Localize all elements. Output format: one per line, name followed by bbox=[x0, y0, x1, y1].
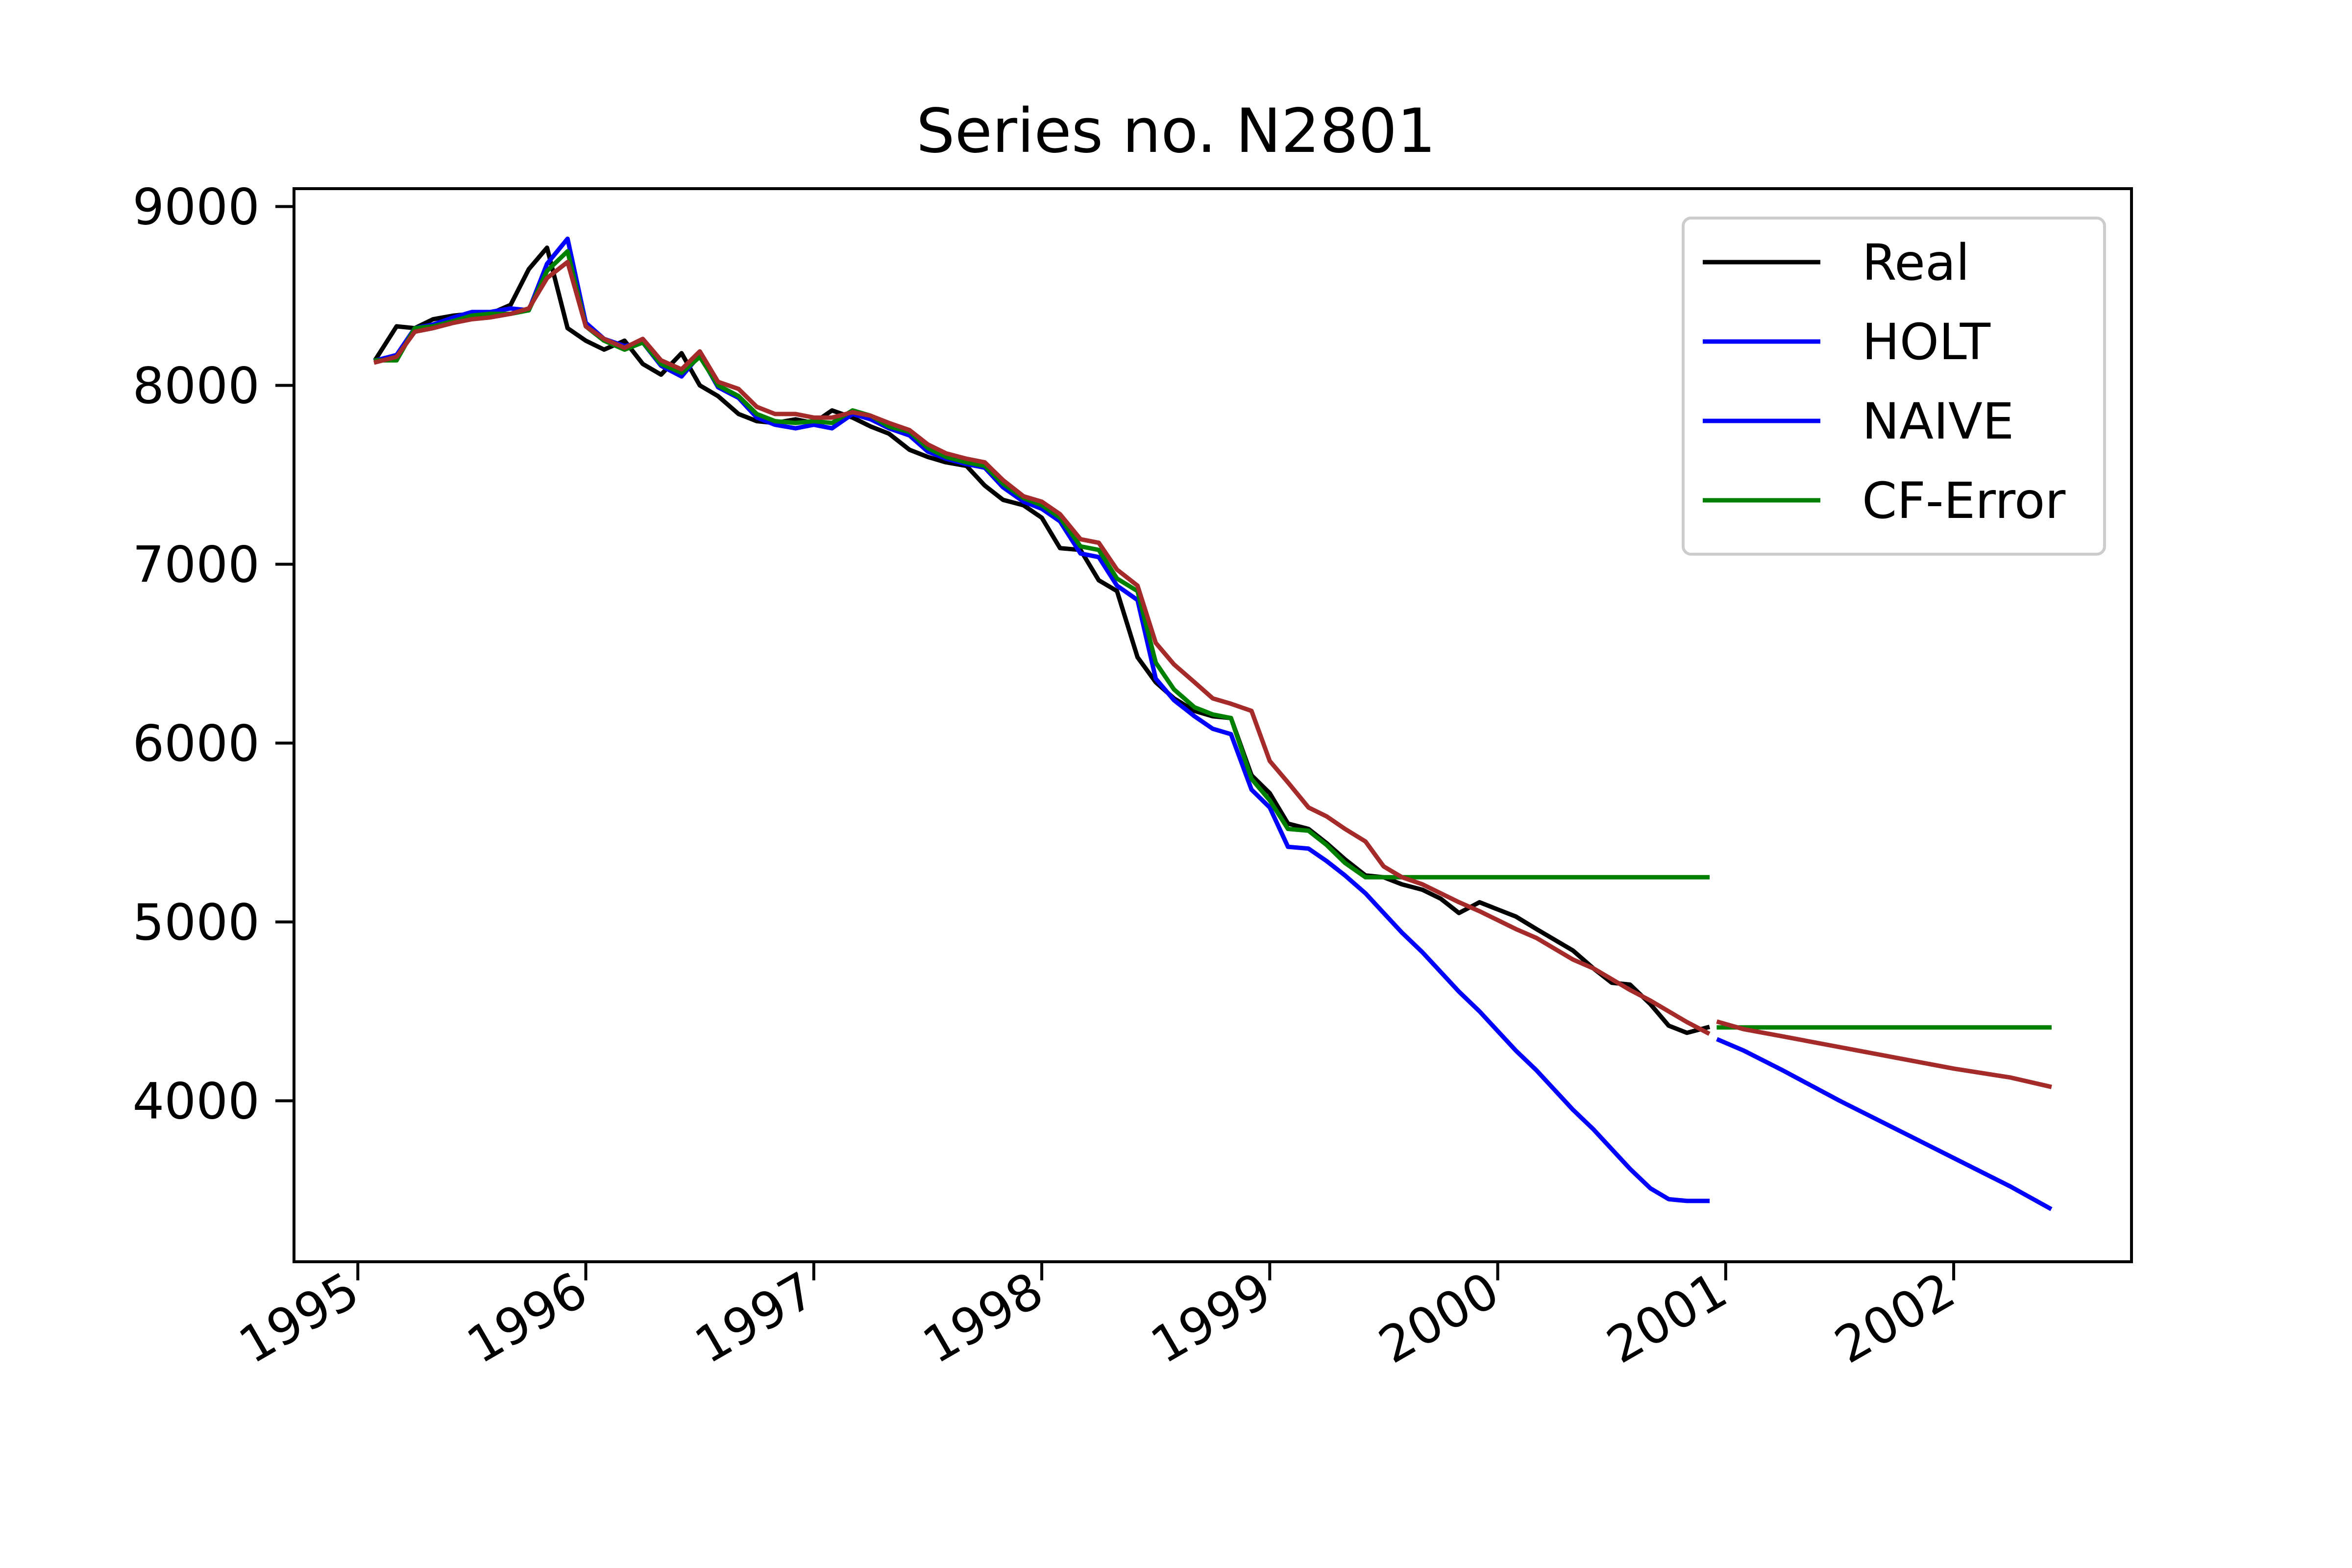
legend-label-holt: HOLT bbox=[1862, 313, 1991, 371]
axes-frame bbox=[293, 187, 2133, 1263]
y-tick-label: 8000 bbox=[132, 357, 260, 416]
y-tick-label: 5000 bbox=[132, 894, 260, 952]
legend: Real HOLT NAIVE CF-Error bbox=[1682, 217, 2106, 556]
y-tick-label: 4000 bbox=[132, 1073, 260, 1131]
y-axis: 4000 5000 6000 7000 8000 9000 bbox=[132, 178, 294, 1131]
y-tick-label: 7000 bbox=[132, 536, 260, 594]
y-tick-label: 6000 bbox=[132, 715, 260, 773]
series-layer bbox=[373, 236, 2053, 1211]
legend-label-naive: NAIVE bbox=[1862, 392, 2014, 451]
series-line-unnamed-4-segment-2 bbox=[1716, 1019, 2052, 1089]
chart-title: Series no. N2801 bbox=[916, 96, 1436, 167]
series-line-unnamed-4-segment-1 bbox=[373, 260, 1711, 1036]
legend-label-cf-error: CF-Error bbox=[1862, 472, 2065, 530]
y-tick-label: 9000 bbox=[132, 178, 260, 237]
legend-label-real: Real bbox=[1862, 234, 1970, 292]
series-line-holt-segment-2 bbox=[1715, 1037, 2053, 1211]
series-line-real bbox=[373, 245, 1711, 1035]
legend-box bbox=[1682, 217, 2106, 556]
